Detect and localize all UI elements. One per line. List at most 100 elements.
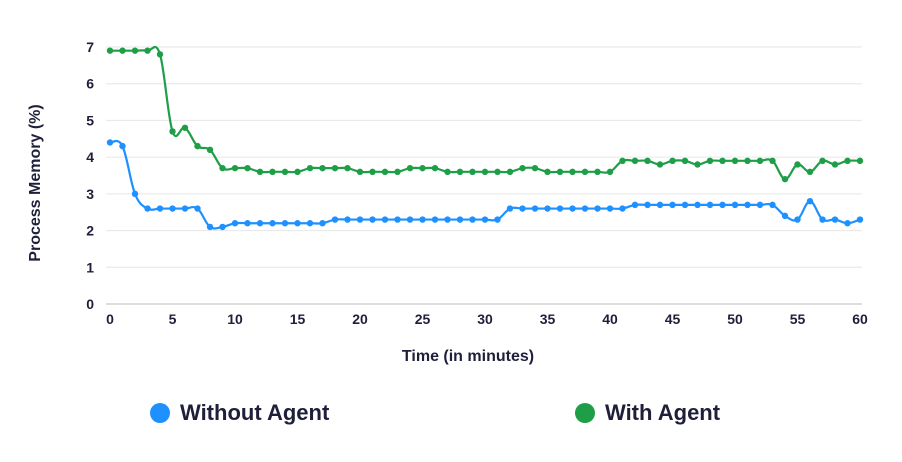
data-point-without-agent <box>581 205 589 212</box>
data-point-with-agent <box>381 168 389 176</box>
data-point-with-agent <box>131 47 139 54</box>
data-point-with-agent <box>306 164 314 172</box>
data-point-without-agent <box>619 205 626 212</box>
data-point-without-agent <box>631 201 639 209</box>
data-point-without-agent <box>381 216 389 223</box>
data-point-with-agent <box>719 157 726 165</box>
data-point-without-agent <box>356 216 364 223</box>
data-point-without-agent <box>181 205 189 212</box>
data-point-without-agent <box>594 205 601 212</box>
data-point-with-agent <box>594 168 601 176</box>
data-point-without-agent <box>781 212 789 220</box>
data-point-without-agent <box>319 220 326 227</box>
x-tick-label: 45 <box>665 311 681 327</box>
x-axis-ticks: 0 5 10 15 20 25 30 35 40 45 50 55 60 <box>106 311 868 327</box>
y-tick-label: 0 <box>86 296 94 312</box>
data-point-with-agent <box>769 157 776 165</box>
data-point-with-agent <box>331 164 339 172</box>
data-point-with-agent <box>344 164 351 172</box>
legend-dot-without-agent <box>150 403 170 423</box>
legend-dot-with-agent <box>575 403 595 423</box>
data-point-with-agent <box>569 168 576 176</box>
x-tick-label: 55 <box>790 311 806 327</box>
data-point-with-agent <box>544 168 551 176</box>
data-point-without-agent <box>744 201 751 209</box>
data-point-without-agent <box>331 216 339 223</box>
data-point-with-agent <box>169 128 176 135</box>
y-tick-label: 7 <box>86 39 94 55</box>
data-point-without-agent <box>556 205 564 212</box>
data-point-without-agent <box>769 201 776 209</box>
data-point-without-agent <box>194 205 201 212</box>
data-point-with-agent <box>656 161 664 168</box>
x-tick-label: 40 <box>602 311 618 327</box>
data-point-with-agent <box>106 47 114 54</box>
data-point-with-agent <box>181 124 189 131</box>
data-point-without-agent <box>156 205 164 212</box>
data-point-without-agent <box>406 216 414 223</box>
data-point-with-agent <box>231 164 239 172</box>
data-point-without-agent <box>644 201 651 209</box>
data-point-without-agent <box>731 201 739 209</box>
legend-without-agent: Without Agent <box>150 396 329 430</box>
data-point-with-agent <box>119 47 126 54</box>
y-tick-label: 5 <box>86 112 94 128</box>
data-point-without-agent <box>219 223 226 231</box>
data-point-with-agent <box>844 157 851 165</box>
data-point-with-agent <box>256 168 264 176</box>
data-point-without-agent <box>656 201 664 209</box>
data-point-without-agent <box>431 216 439 223</box>
data-point-with-agent <box>406 164 414 172</box>
data-point-without-agent <box>144 205 151 212</box>
data-point-without-agent <box>369 216 376 223</box>
data-point-with-agent <box>519 164 526 172</box>
data-point-with-agent <box>731 157 739 165</box>
y-axis-title: Process Memory (%) <box>27 104 44 261</box>
data-point-without-agent <box>394 216 401 223</box>
data-point-without-agent <box>531 205 539 212</box>
data-point-without-agent <box>844 220 851 227</box>
series-line-without-agent <box>109 139 861 230</box>
y-tick-label: 3 <box>86 186 94 202</box>
data-point-with-agent <box>244 164 251 172</box>
gridlines <box>106 46 862 305</box>
data-point-with-agent <box>194 142 201 150</box>
y-tick-label: 2 <box>86 223 94 239</box>
data-point-without-agent <box>569 205 576 212</box>
data-point-with-agent <box>819 157 826 165</box>
data-point-with-agent <box>806 168 814 176</box>
data-point-with-agent <box>294 168 301 176</box>
data-point-without-agent <box>119 142 126 150</box>
data-point-with-agent <box>444 168 451 176</box>
data-point-with-agent <box>631 157 639 165</box>
data-point-without-agent <box>344 216 351 223</box>
x-tick-label: 60 <box>852 311 868 327</box>
data-point-without-agent <box>244 220 251 227</box>
x-tick-label: 15 <box>290 311 306 327</box>
data-point-without-agent <box>481 216 489 223</box>
data-point-with-agent <box>419 164 426 172</box>
data-point-without-agent <box>456 216 464 223</box>
data-point-without-agent <box>269 220 276 227</box>
y-tick-label: 4 <box>86 149 94 165</box>
data-point-with-agent <box>531 164 539 172</box>
data-point-without-agent <box>231 220 239 227</box>
data-point-without-agent <box>256 220 264 227</box>
data-point-without-agent <box>856 216 864 223</box>
data-point-with-agent <box>219 164 226 172</box>
data-point-with-agent <box>556 168 564 176</box>
data-point-with-agent <box>756 157 764 165</box>
data-point-with-agent <box>369 168 376 176</box>
data-point-without-agent <box>669 201 676 209</box>
data-point-without-agent <box>756 201 764 209</box>
legend-with-agent: With Agent <box>575 396 720 430</box>
data-point-with-agent <box>156 51 164 58</box>
data-point-without-agent <box>806 198 814 205</box>
data-point-without-agent <box>606 205 614 212</box>
data-point-with-agent <box>281 168 289 176</box>
data-point-without-agent <box>819 216 826 223</box>
data-point-without-agent <box>444 216 451 223</box>
data-point-with-agent <box>581 168 589 176</box>
data-point-without-agent <box>106 139 114 146</box>
x-tick-label: 0 <box>106 311 114 327</box>
